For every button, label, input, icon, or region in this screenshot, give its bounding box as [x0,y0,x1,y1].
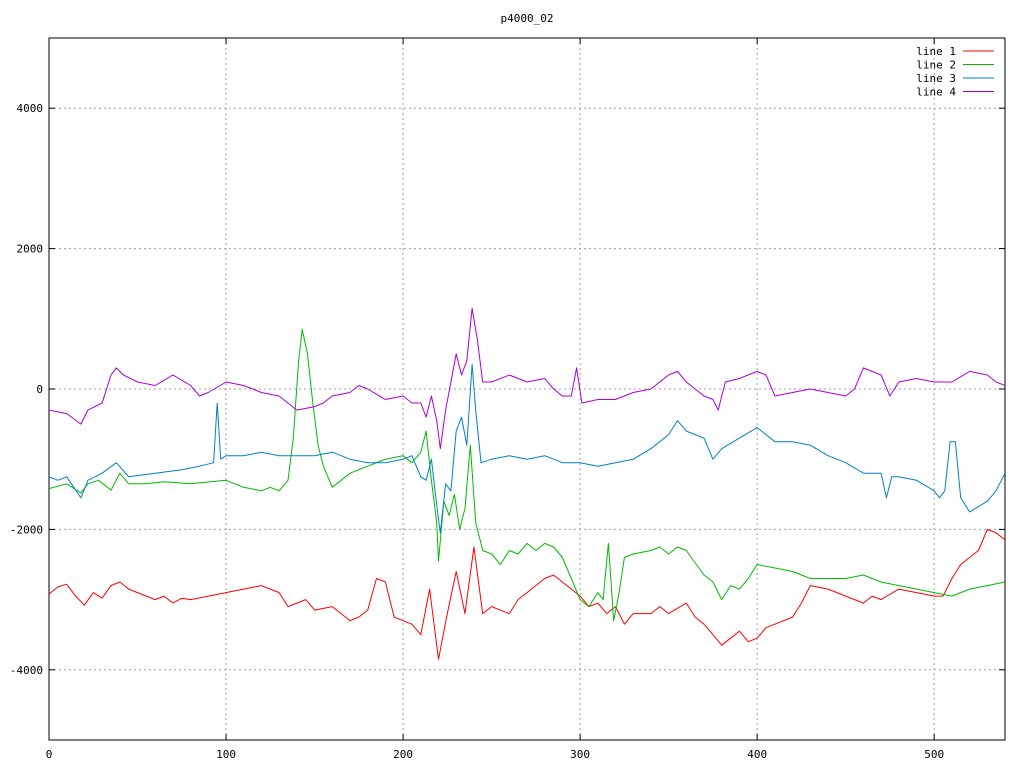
y-tick-label: 0 [36,383,43,396]
series-line-3 [49,363,1005,534]
axis-ticks: 0 100 200 300 400 500 -4000 -2000 0 2000 4000 [10,38,1005,761]
x-tick-label: 200 [393,748,413,761]
series-line-1 [49,528,1005,660]
legend-label-2: line 2 [916,59,956,72]
series-line-2 [49,328,1005,622]
x-tick-label: 300 [570,748,590,761]
legend-label-4: line 4 [916,86,956,99]
y-tick-label: 4000 [17,102,44,115]
series-lines [49,307,1005,660]
x-tick-label: 0 [46,748,53,761]
chart-title: p4000_02 [501,12,554,25]
x-tick-label: 100 [216,748,236,761]
plot-frame [48,37,1006,741]
x-tick-label: 400 [747,748,767,761]
y-tick-label: -2000 [10,523,43,536]
x-tick-label: 500 [924,748,944,761]
grid [49,38,1005,740]
y-tick-label: -4000 [10,664,43,677]
legend-label-1: line 1 [916,45,956,58]
y-tick-label: 2000 [17,243,44,256]
legend-label-3: line 3 [916,72,956,85]
series-line-4 [49,307,1005,450]
